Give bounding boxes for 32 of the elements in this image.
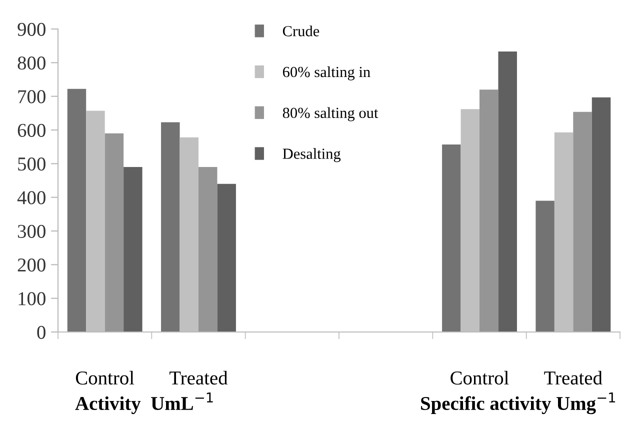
legend-label: 60% salting in xyxy=(282,66,370,80)
bar xyxy=(161,122,180,332)
bar xyxy=(442,144,461,332)
y-tick-label: 600 xyxy=(18,124,46,137)
x-tick-label: Control xyxy=(76,370,134,385)
y-tick-label: 500 xyxy=(18,157,46,171)
x-tick-label: Treated xyxy=(170,370,228,385)
y-tick-label: 200 xyxy=(18,258,46,272)
y-tick-label: 900 xyxy=(18,22,46,36)
bar xyxy=(592,97,611,332)
x-tick-label: Treated xyxy=(544,370,602,385)
bar xyxy=(217,184,236,332)
y-tick-label: 100 xyxy=(18,292,46,306)
x-tick-label: Control xyxy=(450,370,509,385)
bar xyxy=(573,112,592,332)
bar xyxy=(67,88,86,332)
bar xyxy=(198,167,218,332)
bar xyxy=(104,133,124,332)
legend-label: 80% salting out xyxy=(282,107,378,122)
y-tick-label: 800 xyxy=(18,56,46,70)
text: Activity UmL$^{−1}$ xyxy=(75,392,213,414)
y-tick-label: 300 xyxy=(18,224,46,238)
bar xyxy=(498,52,517,332)
legend-label: Desalting xyxy=(282,148,341,162)
bar xyxy=(124,167,142,332)
text: Specific activity Umg$^{−1}$ xyxy=(421,392,616,414)
y-tick-label: 0 xyxy=(37,326,46,339)
bar xyxy=(536,200,554,332)
bar xyxy=(480,90,498,332)
y-tick-label: 400 xyxy=(17,191,46,204)
legend-label: Crude xyxy=(282,26,320,36)
y-tick-label: 700 xyxy=(18,90,46,104)
